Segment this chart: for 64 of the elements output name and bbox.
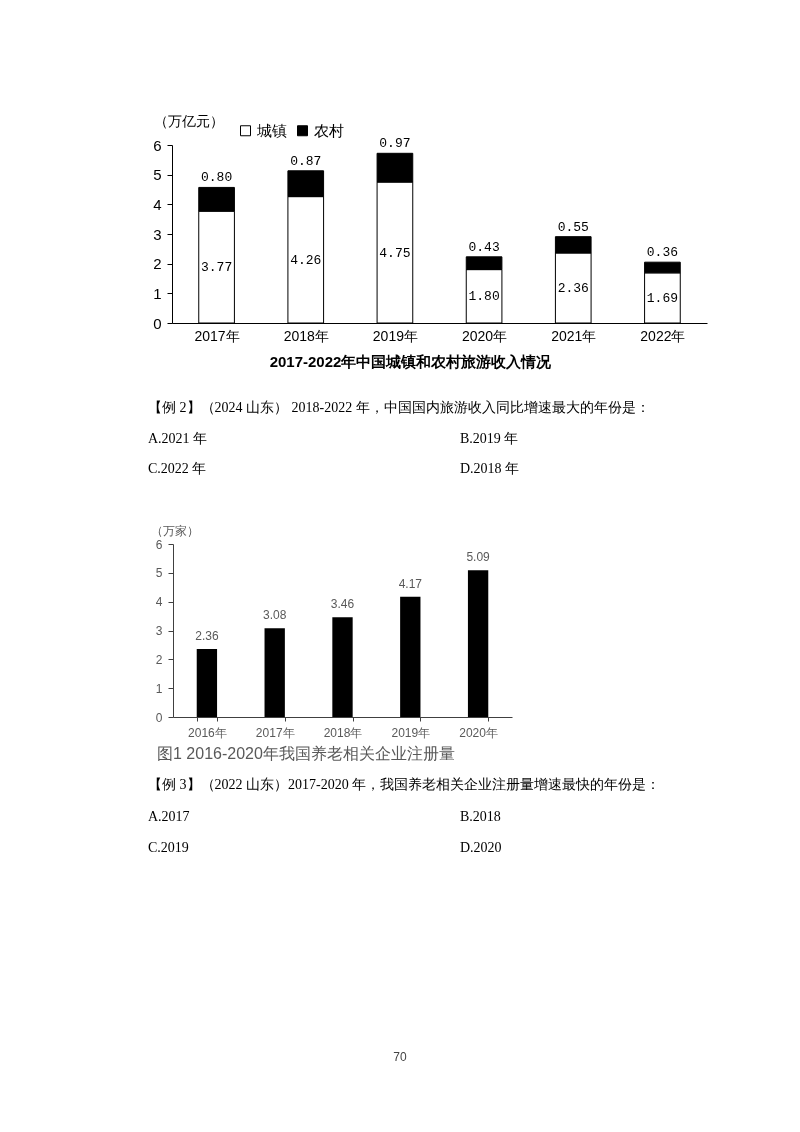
data-label: 5.09 (466, 550, 491, 565)
text: C.2022 年 (148, 461, 207, 477)
data-label: 4.17 (398, 576, 423, 591)
data-label: 1.69 (646, 290, 679, 306)
text: A.2017 (148, 808, 190, 825)
data-label: 2.36 (557, 280, 589, 296)
data-label: 0.87 (290, 153, 322, 169)
y-tick-label: 0 (155, 710, 163, 725)
legend-label: 农村 (314, 121, 344, 139)
y-tick-label: 3 (153, 225, 162, 243)
bar (400, 596, 421, 717)
y-tick-label: 6 (155, 537, 163, 552)
data-label: 0.36 (646, 245, 679, 261)
y-tick-label: 5 (153, 166, 162, 184)
text: C.2019 (148, 840, 189, 856)
y-tick-label: 4 (155, 595, 163, 610)
data-label: 3.46 (330, 597, 355, 612)
y-axis-title: （万亿元） (153, 112, 224, 129)
y-tick-label: 2 (155, 652, 163, 667)
data-label: 2.36 (195, 628, 219, 643)
text: 【例 3】（2022 山东）2017-2020 年，我国养老相关企业注册量增速最快的年份是： (148, 777, 661, 793)
x-tick-label: 2019年 (391, 725, 431, 740)
y-axis-title: （万家） (150, 523, 199, 538)
y-tick-label: 3 (155, 624, 163, 638)
x-tick-label: 2018年 (323, 725, 363, 740)
y-tick-label: 6 (153, 136, 162, 154)
text: B.2018 (460, 808, 501, 825)
y-tick-label: 1 (155, 681, 163, 696)
legend-label: 城镇 (256, 121, 287, 139)
data-label: 3.08 (263, 608, 287, 623)
data-label: 0.43 (468, 239, 500, 255)
text: D.2018 年 (460, 461, 520, 477)
data-label: 3.77 (200, 260, 233, 276)
y-tick-label: 1 (153, 284, 162, 302)
data-label: 4.75 (379, 245, 411, 261)
data-label: 0.80 (200, 170, 233, 186)
y-tick-label: 5 (155, 566, 163, 581)
data-label: 0.55 (557, 219, 589, 235)
bar (196, 648, 218, 717)
x-tick-label: 2022年 (640, 327, 686, 344)
x-tick-label: 2016年 (188, 725, 227, 740)
x-tick-label: 2017年 (194, 327, 240, 344)
text: B.2019 年 (460, 430, 519, 447)
x-tick-label: 2021年 (551, 327, 597, 344)
x-tick-label: 2018年 (283, 327, 329, 344)
bar (467, 570, 489, 717)
text: 2017-2022年中国城镇和农村旅游收入情况 (269, 353, 553, 370)
text: 图1 2016-2020年我国养老相关企业注册量 (157, 745, 455, 762)
x-tick-label: 2020年 (462, 327, 508, 344)
text: 70 (393, 1050, 407, 1064)
bar (332, 617, 353, 717)
data-label: 0.97 (379, 136, 411, 152)
x-tick-label: 2020年 (459, 725, 498, 740)
x-tick-label: 2019年 (372, 327, 418, 344)
data-label: 4.26 (290, 252, 322, 268)
bar (264, 628, 285, 717)
text: A.2021 年 (148, 430, 208, 447)
x-tick-label: 2017年 (255, 725, 295, 740)
data-label: 1.80 (468, 289, 500, 305)
y-tick-label: 4 (153, 195, 162, 213)
y-tick-label: 0 (153, 314, 162, 332)
y-tick-label: 2 (153, 255, 162, 273)
text: 【例 2】（2024 山东） 2018-2022 年，中国国内旅游收入同比增速最大的年份是： (148, 400, 650, 416)
text: D.2020 (460, 840, 502, 856)
